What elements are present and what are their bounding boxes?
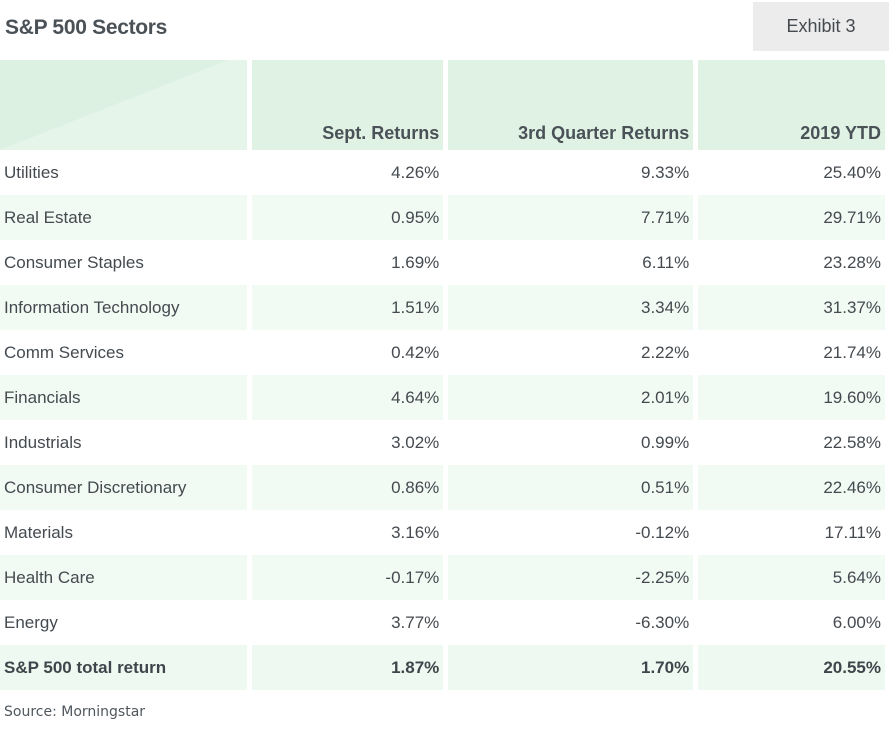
- sector-cell: Health Care: [0, 555, 248, 600]
- table-row: Health Care -0.17% -2.25% 5.64%: [0, 555, 885, 600]
- q3-return-cell: 2.22%: [641, 342, 690, 362]
- q3-return-cell: -6.30%: [635, 612, 690, 632]
- sector-cell: Information Technology: [0, 285, 248, 330]
- q3-return-cell: 7.71%: [448, 195, 694, 240]
- table-row: Consumer Staples 1.69% 6.11% 23.28%: [0, 240, 885, 285]
- total-q3-return-cell: 1.70%: [448, 645, 694, 690]
- sector-cell: Industrials: [4, 432, 82, 452]
- q3-return-cell: -0.12%: [635, 522, 690, 542]
- q3-return-cell: 0.51%: [448, 465, 694, 510]
- column-header-sept: Sept. Returns: [252, 60, 444, 150]
- ytd-return-cell: 23.28%: [823, 252, 881, 272]
- table-row: Materials 3.16% -0.12% 17.11%: [0, 510, 885, 555]
- ytd-return-cell: 21.74%: [823, 342, 881, 362]
- q3-return-cell: 2.01%: [448, 375, 694, 420]
- ytd-return-cell: 22.58%: [823, 432, 881, 452]
- sept-return-cell: 1.51%: [252, 285, 444, 330]
- sector-cell: Energy: [4, 612, 58, 632]
- sector-cell: Materials: [4, 522, 73, 542]
- q3-return-cell: 6.11%: [642, 252, 690, 272]
- q3-return-cell: 0.99%: [641, 432, 690, 452]
- sept-return-cell: -0.17%: [252, 555, 444, 600]
- ytd-return-cell: 22.46%: [698, 465, 885, 510]
- total-row: S&P 500 total return 1.87% 1.70% 20.55%: [0, 645, 885, 690]
- sector-cell: Consumer Staples: [4, 252, 144, 272]
- total-sept-return-cell: 1.87%: [252, 645, 444, 690]
- q3-return-cell: -2.25%: [448, 555, 694, 600]
- table-row: Information Technology 1.51% 3.34% 31.37%: [0, 285, 885, 330]
- table-row: Financials 4.64% 2.01% 19.60%: [0, 375, 885, 420]
- total-sector-cell: S&P 500 total return: [0, 645, 248, 690]
- table-row: Utilities 4.26% 9.33% 25.40%: [0, 150, 885, 195]
- source-note: Source: Morningstar: [4, 704, 146, 720]
- sector-cell: Financials: [0, 375, 248, 420]
- header-corner-cell: [0, 60, 248, 150]
- ytd-return-cell: 5.64%: [698, 555, 885, 600]
- table-row: Industrials 3.02% 0.99% 22.58%: [0, 420, 885, 465]
- table-row: Comm Services 0.42% 2.22% 21.74%: [0, 330, 885, 375]
- sept-return-cell: 4.64%: [252, 375, 444, 420]
- sector-cell: Real Estate: [0, 195, 248, 240]
- sept-return-cell: 0.95%: [252, 195, 444, 240]
- sept-return-cell: 1.69%: [391, 252, 440, 272]
- ytd-return-cell: 29.71%: [698, 195, 885, 240]
- ytd-return-cell: 6.00%: [832, 612, 881, 632]
- sector-cell: Comm Services: [4, 342, 124, 362]
- table-header-row: Sept. Returns 3rd Quarter Returns 2019 Y…: [0, 60, 885, 150]
- table-body: Utilities 4.26% 9.33% 25.40% Real Estate 0.95…: [0, 150, 885, 690]
- ytd-return-cell: 31.37%: [698, 285, 885, 330]
- column-header-ytd: 2019 YTD: [698, 60, 885, 150]
- sept-return-cell: 0.42%: [391, 342, 440, 362]
- page-title: S&P 500 Sectors: [5, 16, 168, 39]
- sept-return-cell: 4.26%: [391, 162, 440, 182]
- column-header-q3: 3rd Quarter Returns: [448, 60, 694, 150]
- q3-return-cell: 3.34%: [448, 285, 694, 330]
- sept-return-cell: 3.16%: [391, 522, 440, 542]
- table-row: Real Estate 0.95% 7.71% 29.71%: [0, 195, 885, 240]
- sector-cell: Consumer Discretionary: [0, 465, 248, 510]
- q3-return-cell: 9.33%: [641, 162, 690, 182]
- sector-cell: Utilities: [4, 162, 59, 182]
- sept-return-cell: 3.02%: [391, 432, 440, 452]
- total-ytd-return-cell: 20.55%: [698, 645, 885, 690]
- ytd-return-cell: 19.60%: [698, 375, 885, 420]
- sept-return-cell: 3.77%: [391, 612, 440, 632]
- table-row: Consumer Discretionary 0.86% 0.51% 22.46%: [0, 465, 885, 510]
- table-row: Energy 3.77% -6.30% 6.00%: [0, 600, 885, 645]
- corner-diagonal-decoration: [0, 60, 248, 150]
- sept-return-cell: 0.86%: [252, 465, 444, 510]
- sectors-table: Sept. Returns 3rd Quarter Returns 2019 Y…: [0, 60, 890, 690]
- exhibit-badge: Exhibit 3: [753, 2, 889, 51]
- ytd-return-cell: 17.11%: [824, 522, 881, 542]
- ytd-return-cell: 25.40%: [823, 162, 881, 182]
